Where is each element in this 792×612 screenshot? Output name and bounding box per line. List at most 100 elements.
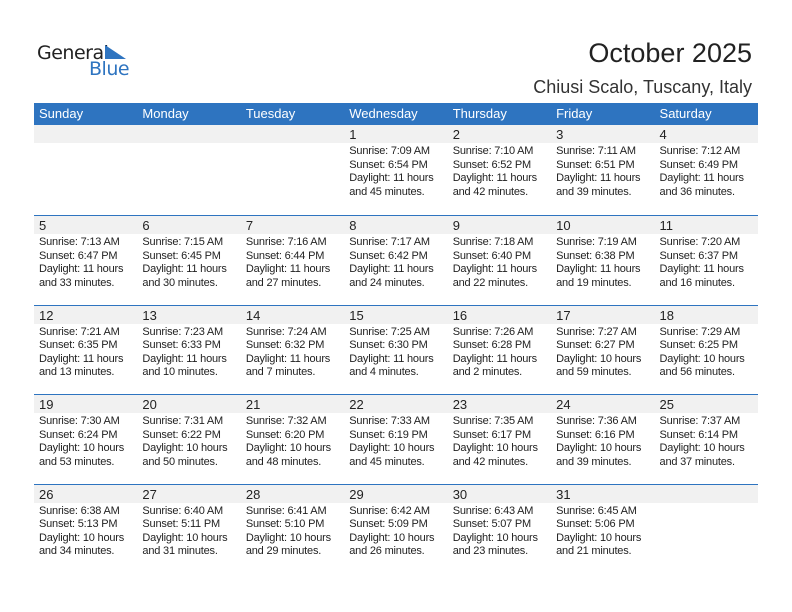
day-number: 17	[556, 307, 571, 323]
sunrise-text: Sunrise: 6:38 AM	[39, 504, 120, 517]
day-number: 7	[245, 218, 254, 233]
day-cell: 7 Sunrise: 7:16 AM Sunset: 6:44 PM Daylight…	[241, 216, 344, 305]
daylight-minutes-text: and 30 minutes.	[142, 276, 218, 289]
sunrise-text: Sunrise: 7:37 AM	[659, 415, 741, 427]
sunrise-text: Sunrise: 7:25 AM	[349, 325, 430, 338]
daylight-text: Daylight: 11 hours	[452, 172, 537, 184]
day-number: 15	[349, 307, 364, 323]
empty-cell	[655, 485, 758, 574]
daylight-minutes-text: and 13 minutes.	[39, 366, 115, 378]
day-number: 13	[142, 307, 157, 323]
sunrise-text: Sunrise: 7:32 AM	[245, 415, 327, 427]
sunset-text: Sunset: 6:20 PM	[245, 428, 325, 441]
day-cell: 14 Sunrise: 7:24 AM Sunset: 6:32 PM Dayligh…	[241, 306, 344, 395]
sunrise-text: Sunrise: 7:35 AM	[452, 415, 534, 427]
day-cell: 1 Sunrise: 7:09 AM Sunset: 6:54 PM Daylight…	[344, 125, 447, 215]
daylight-minutes-text: and 10 minutes.	[142, 366, 218, 378]
empty-cell	[137, 125, 240, 215]
day-cell: 30 Sunrise: 6:43 AM Sunset: 5:07 PM Dayligh…	[448, 485, 551, 574]
sunset-text: Sunset: 6:52 PM	[452, 158, 532, 171]
day-cell: 9 Sunrise: 7:18 AM Sunset: 6:40 PM Daylight…	[448, 216, 551, 305]
daylight-text: Daylight: 10 hours	[142, 531, 228, 544]
sunrise-text: Sunrise: 6:40 AM	[142, 504, 223, 517]
day-number: 24	[556, 397, 571, 412]
sunset-text: Sunset: 6:54 PM	[349, 158, 428, 171]
day-cell: 10 Sunrise: 7:19 AM Sunset: 6:38 PM Dayligh…	[551, 216, 654, 305]
daylight-text: Daylight: 10 hours	[245, 531, 331, 544]
daylight-minutes-text: and 36 minutes.	[659, 185, 735, 198]
weekday-wednesday: Wednesday	[349, 106, 418, 121]
daylight-minutes-text: and 45 minutes.	[349, 455, 425, 468]
daylight-minutes-text: and 29 minutes.	[245, 545, 322, 557]
day-number: 3	[556, 127, 564, 142]
day-number: 8	[349, 218, 357, 233]
day-number: 28	[245, 486, 261, 502]
logo-general: General	[37, 42, 109, 64]
day-number: 11	[659, 218, 674, 233]
sunset-text: Sunset: 5:06 PM	[556, 518, 635, 530]
daylight-minutes-text: and 56 minutes.	[659, 366, 735, 378]
weekday-thursday: Thursday	[452, 106, 507, 121]
daylight-text: Daylight: 11 hours	[142, 352, 227, 365]
week-row: 1 Sunrise: 7:09 AM Sunset: 6:54 PM Daylight…	[34, 125, 758, 215]
daylight-minutes-text: and 19 minutes.	[556, 276, 632, 289]
day-number: 12	[39, 307, 54, 323]
daylight-minutes-text: and 39 minutes.	[556, 185, 632, 198]
day-cell: 26 Sunrise: 6:38 AM Sunset: 5:13 PM Dayligh…	[34, 485, 137, 574]
day-number: 26	[39, 486, 54, 502]
daylight-minutes-text: and 53 minutes.	[39, 455, 115, 468]
day-cell: 31 Sunrise: 6:45 AM Sunset: 5:06 PM Dayligh…	[551, 485, 654, 574]
daylight-text: Daylight: 10 hours	[349, 442, 435, 454]
day-cell: 15 Sunrise: 7:25 AM Sunset: 6:30 PM Dayligh…	[344, 306, 447, 395]
day-cell: 3 Sunrise: 7:11 AM Sunset: 6:51 PM Daylight…	[551, 125, 654, 215]
daylight-minutes-text: and 42 minutes.	[452, 185, 528, 198]
sunset-text: Sunset: 6:24 PM	[39, 428, 118, 441]
week-row: 12 Sunrise: 7:21 AM Sunset: 6:35 PM Dayligh…	[34, 304, 758, 395]
daylight-minutes-text: and 45 minutes.	[349, 185, 425, 198]
sunrise-text: Sunrise: 7:18 AM	[452, 236, 534, 248]
sunset-text: Sunset: 6:30 PM	[349, 339, 428, 351]
weekday-saturday: Saturday	[659, 106, 712, 121]
weekday-header: Sunday Monday Tuesday Wednesday Thursday Frid…	[34, 103, 758, 125]
daylight-minutes-text: and 27 minutes.	[245, 276, 322, 289]
day-number: 14	[245, 307, 261, 323]
sunset-text: Sunset: 6:42 PM	[349, 249, 428, 262]
sunrise-text: Sunrise: 7:10 AM	[452, 145, 534, 157]
sunset-text: Sunset: 6:32 PM	[245, 339, 325, 351]
day-cell: 17 Sunrise: 7:27 AM Sunset: 6:27 PM Dayligh…	[551, 306, 654, 395]
day-cell: 19 Sunrise: 7:30 AM Sunset: 6:24 PM Dayligh…	[34, 395, 137, 484]
daylight-text: Daylight: 10 hours	[142, 442, 228, 454]
location: Chiusi Scalo, Tuscany, Italy	[533, 77, 752, 97]
day-number: 31	[556, 486, 571, 502]
sunrise-text: Sunrise: 7:29 AM	[659, 325, 741, 338]
daylight-minutes-text: and 24 minutes.	[349, 276, 425, 289]
sunset-text: Sunset: 6:35 PM	[39, 339, 118, 351]
sunrise-text: Sunrise: 7:09 AM	[349, 145, 430, 157]
daylight-text: Daylight: 11 hours	[556, 263, 641, 275]
daylight-text: Daylight: 10 hours	[39, 531, 125, 544]
daylight-text: Daylight: 11 hours	[659, 263, 744, 275]
logo-blue: Blue	[89, 58, 130, 80]
daylight-text: Daylight: 11 hours	[349, 352, 434, 365]
sunset-text: Sunset: 6:44 PM	[245, 249, 325, 262]
sunset-text: Sunset: 6:37 PM	[659, 249, 739, 262]
sunrise-text: Sunrise: 7:24 AM	[245, 325, 327, 338]
weekday-tuesday: Tuesday	[245, 106, 296, 121]
daylight-text: Daylight: 10 hours	[659, 352, 745, 365]
daylight-minutes-text: and 2 minutes.	[452, 366, 523, 378]
sunset-text: Sunset: 6:47 PM	[39, 249, 118, 262]
day-cell: 11 Sunrise: 7:20 AM Sunset: 6:37 PM Dayligh…	[655, 216, 758, 305]
day-cell: 27 Sunrise: 6:40 AM Sunset: 5:11 PM Dayligh…	[137, 485, 240, 574]
day-cell: 23 Sunrise: 7:35 AM Sunset: 6:17 PM Dayligh…	[448, 395, 551, 484]
sunrise-text: Sunrise: 7:30 AM	[39, 415, 120, 427]
day-number: 19	[39, 397, 54, 412]
sunset-text: Sunset: 6:51 PM	[556, 158, 635, 171]
day-cell: 8 Sunrise: 7:17 AM Sunset: 6:42 PM Daylight…	[344, 216, 447, 305]
daylight-text: Daylight: 10 hours	[556, 531, 642, 544]
daylight-minutes-text: and 22 minutes.	[452, 276, 528, 289]
daylight-text: Daylight: 10 hours	[659, 442, 745, 454]
day-number: 27	[142, 486, 157, 502]
daylight-text: Daylight: 11 hours	[245, 263, 331, 275]
day-number: 4	[659, 127, 667, 142]
daylight-minutes-text: and 33 minutes.	[39, 276, 115, 289]
